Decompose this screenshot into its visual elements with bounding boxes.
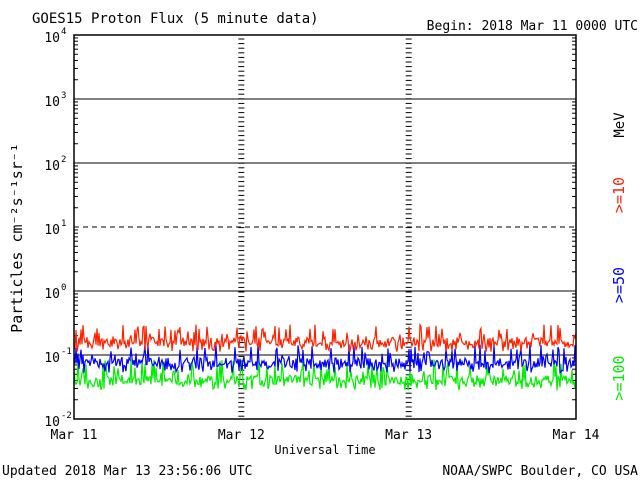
begin-label: Begin: 2018 Mar 11 0000 UTC <box>427 19 638 34</box>
x-tick-label: Mar 12 <box>218 428 265 443</box>
legend-unit-mev: MeV <box>612 112 628 138</box>
updated-timestamp: Updated 2018 Mar 13 23:56:06 UTC <box>2 464 252 479</box>
x-tick-labels: Mar 11 Mar 12 Mar 13 Mar 14 <box>51 428 600 443</box>
plot-frame <box>73 34 577 420</box>
legend-label: >=100 <box>610 355 628 400</box>
x-tick-label: Mar 14 <box>553 428 600 443</box>
y-tick-exponent: 2 <box>61 155 66 165</box>
legend-label: >=50 <box>610 267 628 303</box>
energy-legend: >=10 >=50 >=100 <box>610 177 628 401</box>
y-tick-label: 10 <box>44 159 60 174</box>
series-line <box>73 323 577 353</box>
chart-title: GOES15 Proton Flux (5 minute data) <box>32 11 319 27</box>
y-tick-label: 10 <box>44 415 60 430</box>
x-tick-label: Mar 13 <box>385 428 432 443</box>
y-tick-exponent: -1 <box>61 347 72 357</box>
series-line <box>73 343 577 375</box>
credit-text: NOAA/SWPC Boulder, CO USA <box>442 464 638 479</box>
y-tick-exponent: 4 <box>61 27 66 37</box>
y-tick-exponent: 1 <box>61 219 66 229</box>
y-axis-label: Particles cm⁻²s⁻¹sr⁻¹ <box>8 143 26 333</box>
y-tick-exponent: 0 <box>61 283 66 293</box>
y-tick-label: 10 <box>44 95 60 110</box>
y-tick-exponent: -2 <box>61 411 72 421</box>
series-line <box>73 359 577 391</box>
y-tick-label: 10 <box>44 31 60 46</box>
x-tick-label: Mar 11 <box>51 428 98 443</box>
y-tick-label: 10 <box>44 287 60 302</box>
y-tick-label: 10 <box>44 223 60 238</box>
series-layer <box>73 323 577 391</box>
y-tick-label: 10 <box>44 351 60 366</box>
y-tick-exponent: 3 <box>61 91 66 101</box>
legend-label: >=10 <box>610 177 628 213</box>
x-axis-label: Universal Time <box>274 443 375 457</box>
